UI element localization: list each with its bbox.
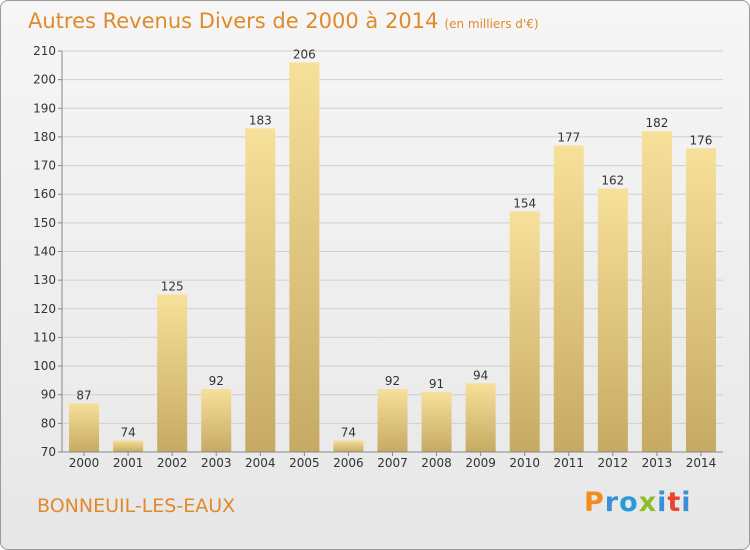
bar-2004 — [245, 128, 276, 452]
bar-2014 — [685, 148, 716, 452]
x-tick-label-2014: 2014 — [686, 456, 717, 470]
value-labels: 87 74 125 92 183 206 74 92 91 94 154 177 162 182 176 — [76, 47, 712, 439]
bar-2012 — [597, 188, 628, 452]
y-tick-label: 190 — [33, 101, 56, 115]
y-tick-label: 180 — [33, 130, 56, 144]
value-label-2007: 92 — [385, 374, 400, 388]
y-tick-label: 100 — [33, 359, 56, 373]
value-label-2002: 125 — [161, 279, 184, 293]
y-axis-ticks: 70 80 90 100 110 120 130 140 150 160 170 180 190 200 2… — [33, 44, 62, 459]
value-label-2000: 87 — [76, 388, 91, 402]
chart-subtitle: (en milliers d'€) — [444, 17, 539, 31]
y-tick-label: 70 — [41, 445, 56, 459]
bar-2011 — [553, 145, 584, 452]
y-tick-label: 210 — [33, 44, 56, 58]
x-tick-label-2004: 2004 — [245, 456, 276, 470]
x-tick-label-2010: 2010 — [509, 456, 540, 470]
x-tick-label-2002: 2002 — [157, 456, 188, 470]
y-tick-label: 120 — [33, 302, 56, 316]
logo-letter-r: r — [604, 487, 620, 518]
x-axis-ticks: 2000 2001 2002 2003 2004 2005 2006 2007 2008 2009… — [69, 452, 716, 470]
value-label-2014: 176 — [690, 133, 713, 147]
x-tick-label-2008: 2008 — [421, 456, 452, 470]
bar-2003 — [201, 388, 232, 452]
chart-title-text: Autres Revenus Divers de 2000 à 2014 — [28, 9, 439, 33]
bar-2002 — [157, 294, 188, 452]
x-tick-label-2005: 2005 — [289, 456, 320, 470]
y-tick-label: 130 — [33, 273, 56, 287]
y-tick-label: 160 — [33, 187, 56, 201]
value-label-2012: 162 — [601, 173, 624, 187]
y-tick-label: 110 — [33, 330, 56, 344]
bar-2000 — [69, 403, 100, 452]
value-label-2011: 177 — [557, 131, 580, 145]
place-name: BONNEUIL-LES-EAUX — [37, 495, 236, 517]
bar-2005 — [289, 62, 320, 452]
value-label-2003: 92 — [209, 374, 224, 388]
value-label-2013: 182 — [645, 116, 668, 130]
bar-2009 — [465, 383, 496, 452]
y-tick-label: 80 — [41, 416, 56, 430]
value-label-2005: 206 — [293, 47, 316, 61]
logo-letter-p: P — [584, 487, 605, 518]
value-label-2010: 154 — [513, 196, 536, 210]
value-label-2004: 183 — [249, 113, 272, 127]
x-tick-label-2013: 2013 — [642, 456, 673, 470]
bars — [69, 62, 716, 452]
value-label-2008: 91 — [429, 377, 444, 391]
x-tick-label-2011: 2011 — [553, 456, 584, 470]
bar-2007 — [377, 388, 408, 452]
logo-letter-x: x — [638, 487, 658, 518]
value-label-2006: 74 — [341, 426, 356, 440]
logo-letter-t: t — [667, 487, 682, 518]
x-tick-label-2007: 2007 — [377, 456, 408, 470]
bar-2013 — [641, 131, 672, 452]
chart-title: Autres Revenus Divers de 2000 à 2014 (en … — [28, 9, 539, 33]
logo-letter-o: o — [619, 487, 639, 518]
y-tick-label: 140 — [33, 245, 56, 259]
y-tick-label: 170 — [33, 159, 56, 173]
logo-letter-i: i — [657, 487, 668, 518]
proxiti-logo: Proxiti — [584, 487, 692, 518]
x-tick-label-2000: 2000 — [69, 456, 100, 470]
y-tick-label: 200 — [33, 73, 56, 87]
value-label-2001: 74 — [120, 426, 135, 440]
y-tick-label: 90 — [41, 388, 56, 402]
bar-2008 — [421, 391, 452, 452]
x-tick-label-2001: 2001 — [113, 456, 144, 470]
bar-2001 — [113, 440, 144, 452]
x-tick-label-2012: 2012 — [598, 456, 629, 470]
bar-2006 — [333, 440, 364, 452]
logo-letter-i2: i — [681, 487, 692, 518]
bar-2010 — [509, 211, 540, 452]
y-tick-label: 150 — [33, 216, 56, 230]
x-tick-label-2006: 2006 — [333, 456, 364, 470]
value-label-2009: 94 — [473, 368, 488, 382]
x-tick-label-2009: 2009 — [465, 456, 496, 470]
x-tick-label-2003: 2003 — [201, 456, 232, 470]
